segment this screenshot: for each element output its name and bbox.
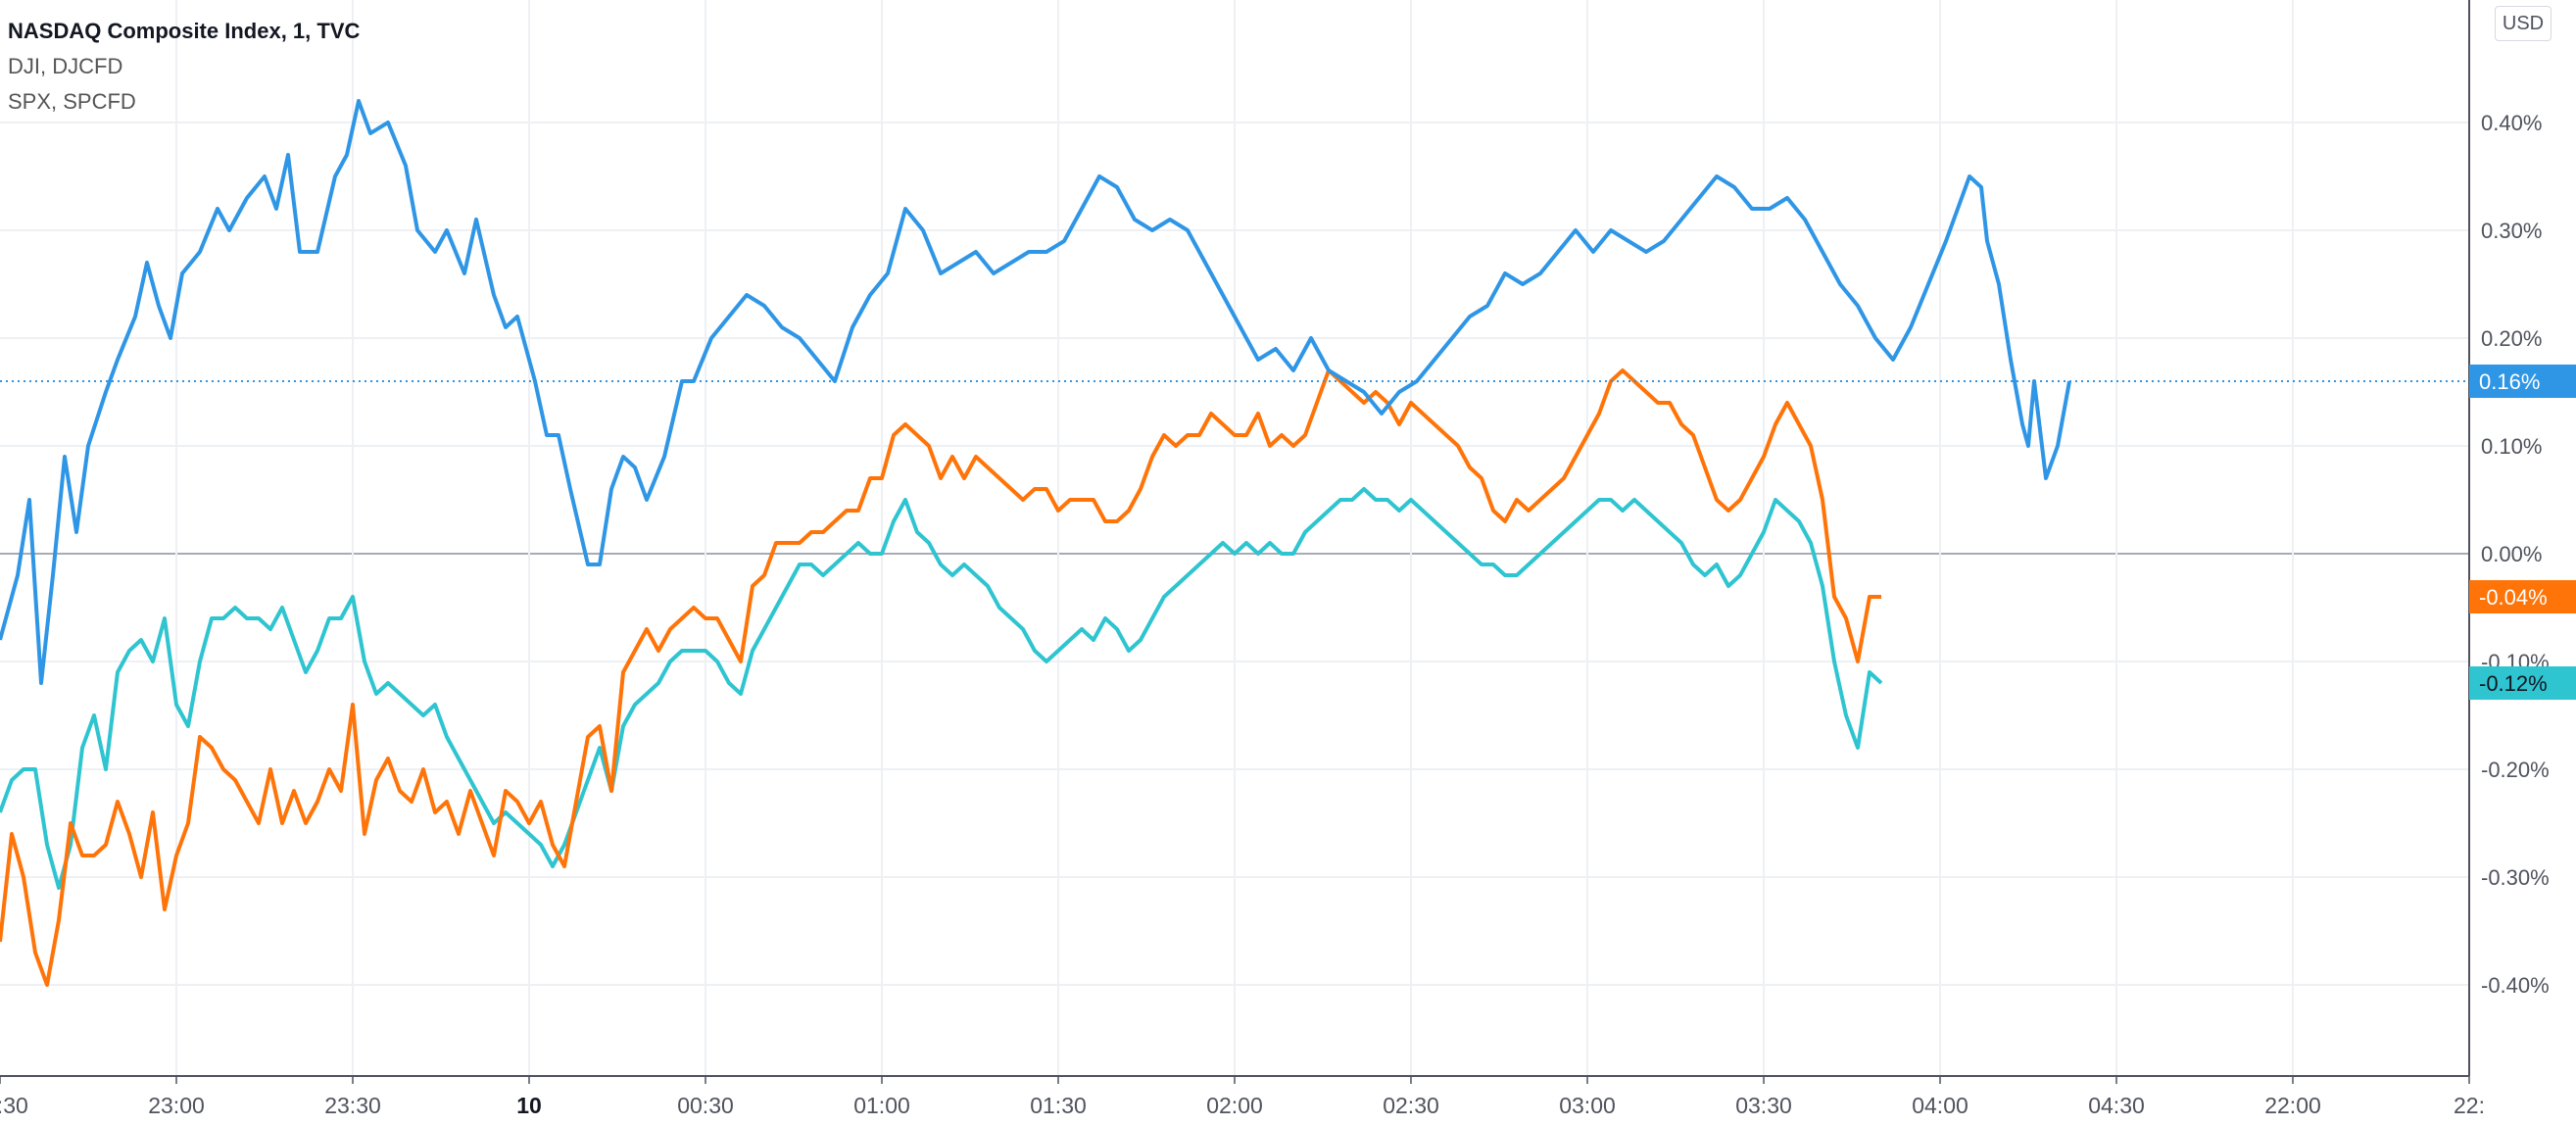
x-tick-label: 03:00 [1559, 1093, 1616, 1118]
x-tick-label: 00:30 [677, 1093, 734, 1118]
x-tick-label: 03:30 [1735, 1093, 1792, 1118]
legend-dji[interactable]: DJI, DJCFD [8, 54, 123, 78]
x-tick-label: 22:30 [0, 1093, 28, 1118]
x-tick-label: 02:30 [1383, 1093, 1439, 1118]
y-tick-label: 0.40% [2481, 111, 2542, 135]
y-tick-label: 0.20% [2481, 326, 2542, 351]
last-value-label: -0.12% [2479, 671, 2548, 696]
legend-spx[interactable]: SPX, SPCFD [8, 89, 136, 114]
last-value-label: 0.16% [2479, 369, 2540, 394]
x-tick-label: 22:00 [2264, 1093, 2321, 1118]
series-line-1 [0, 368, 1881, 987]
y-tick-label: -0.30% [2481, 865, 2550, 890]
series-legend: NASDAQ Composite Index, 1, TVC DJI, DJCF… [8, 14, 360, 120]
series-line-0 [0, 99, 2071, 685]
x-tick-label: 23:00 [148, 1093, 205, 1118]
last-value-badge [2469, 365, 2576, 398]
x-tick-label: 01:00 [853, 1093, 910, 1118]
y-tick-label: -0.40% [2481, 973, 2550, 998]
x-tick-label: 23:30 [324, 1093, 381, 1118]
y-tick-label: 0.30% [2481, 219, 2542, 243]
legend-nasdaq[interactable]: NASDAQ Composite Index, 1, TVC [8, 19, 361, 43]
currency-button[interactable]: USD [2495, 6, 2552, 41]
series-line-2 [0, 487, 1883, 890]
last-value-label: -0.04% [2479, 585, 2548, 610]
last-value-badge [2469, 580, 2576, 613]
x-tick-label: 04:00 [1912, 1093, 1968, 1118]
x-tick-label: 02:00 [1206, 1093, 1263, 1118]
y-tick-label: 0.10% [2481, 434, 2542, 459]
x-tick-label: 04:30 [2088, 1093, 2145, 1118]
x-tick-label: 10 [516, 1093, 542, 1118]
y-tick-label: -0.20% [2481, 758, 2550, 782]
y-tick-label: 0.00% [2481, 542, 2542, 566]
x-tick-label: 22: [2454, 1093, 2485, 1118]
last-value-badge [2469, 666, 2576, 700]
x-tick-label: 01:30 [1030, 1093, 1087, 1118]
